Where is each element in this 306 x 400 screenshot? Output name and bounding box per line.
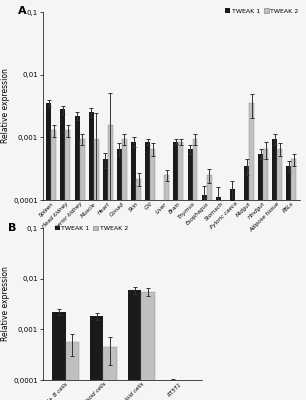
Bar: [286, 166, 291, 400]
Bar: [166, 381, 179, 400]
Bar: [65, 130, 70, 400]
Bar: [90, 316, 103, 400]
Bar: [263, 149, 268, 400]
Bar: [272, 139, 277, 400]
Bar: [291, 159, 296, 400]
Bar: [249, 103, 254, 400]
Legend: TWEAK 1, TWEAK 2: TWEAK 1, TWEAK 2: [225, 8, 299, 14]
Bar: [94, 139, 99, 400]
Bar: [178, 142, 183, 400]
Bar: [51, 130, 56, 400]
Legend: TWEAK 1, TWEAK 2: TWEAK 1, TWEAK 2: [54, 225, 129, 232]
Bar: [141, 292, 155, 400]
Bar: [174, 142, 178, 400]
Bar: [244, 166, 249, 400]
Bar: [52, 312, 65, 400]
Bar: [108, 124, 113, 400]
Bar: [159, 252, 164, 400]
Bar: [80, 139, 84, 400]
Bar: [207, 175, 212, 400]
Y-axis label: Relative expression: Relative expression: [2, 266, 10, 342]
Bar: [65, 342, 79, 400]
Bar: [103, 159, 108, 400]
Bar: [216, 198, 221, 400]
Bar: [89, 112, 94, 400]
Bar: [164, 175, 169, 400]
Bar: [150, 149, 155, 400]
Bar: [258, 154, 263, 400]
Bar: [61, 109, 65, 400]
Bar: [202, 195, 207, 400]
Bar: [122, 139, 127, 400]
Text: A: A: [18, 6, 27, 16]
Bar: [117, 149, 122, 400]
Bar: [188, 149, 192, 400]
Bar: [75, 116, 80, 400]
Bar: [103, 347, 117, 400]
Bar: [277, 149, 282, 400]
Bar: [230, 189, 235, 400]
Bar: [131, 142, 136, 400]
Bar: [145, 142, 150, 400]
Bar: [136, 178, 141, 400]
Bar: [192, 139, 197, 400]
Bar: [47, 103, 51, 400]
Y-axis label: Relative expression: Relative expression: [2, 68, 10, 144]
Bar: [128, 290, 141, 400]
Text: B: B: [8, 224, 16, 234]
